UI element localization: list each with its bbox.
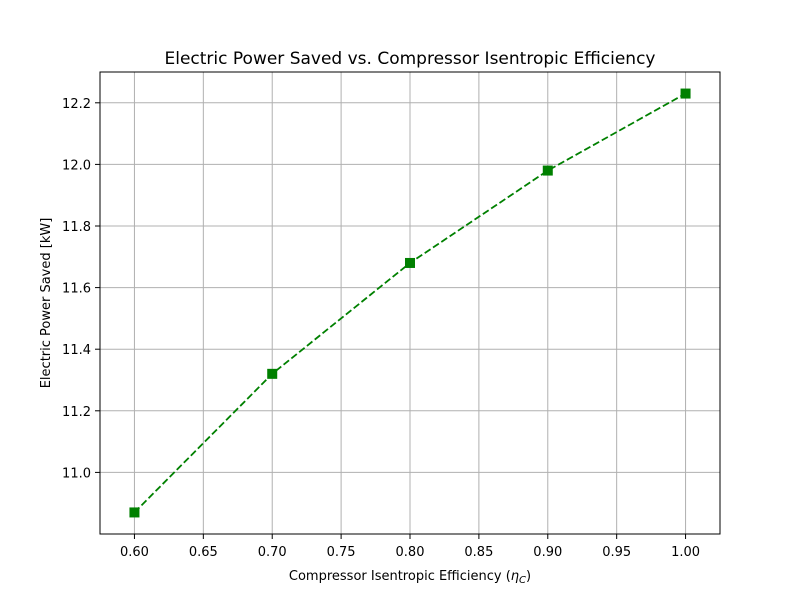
data-point-marker <box>129 507 140 518</box>
x-tick-label: 0.75 <box>327 545 356 560</box>
y-axis-label: Electric Power Saved [kW] <box>39 218 54 389</box>
y-tick-label: 12.0 <box>62 158 91 173</box>
data-point-marker <box>405 257 415 268</box>
y-tick-label: 11.0 <box>62 466 91 481</box>
data-point-marker <box>542 165 553 176</box>
x-tick-label: 0.60 <box>120 545 149 560</box>
x-axis-label: Compressor Isentropic Efficiency (ηC) <box>289 569 531 586</box>
x-tick-label: 0.95 <box>602 545 631 560</box>
y-tick-label: 11.4 <box>62 343 91 358</box>
x-tick-label: 0.70 <box>258 545 287 560</box>
x-axis-label-subscript: C <box>519 575 526 586</box>
y-tick-label: 11.8 <box>62 220 91 235</box>
x-tick-label: 1.00 <box>671 545 700 560</box>
x-axis-label-suffix: ) <box>526 569 531 584</box>
chart-title: Electric Power Saved vs. Compressor Isen… <box>165 49 656 69</box>
y-tick-label: 12.2 <box>62 97 91 112</box>
axis-layer: 0.60 0.65 0.70 0.75 0.80 0.85 0.90 0.95 1.00 11.0… <box>62 71 721 560</box>
x-tick-label: 0.80 <box>396 545 425 560</box>
x-axis-label-symbol: η <box>511 569 519 584</box>
y-tick-label: 11.6 <box>62 282 91 297</box>
plot-frame <box>99 71 721 535</box>
data-point-marker <box>680 88 691 99</box>
series-layer <box>129 88 691 518</box>
x-axis-label-prefix: Compressor Isentropic Efficiency ( <box>289 569 511 584</box>
data-point-marker <box>267 368 278 379</box>
x-tick-label: 0.65 <box>189 545 218 560</box>
y-tick-label: 11.2 <box>62 405 91 420</box>
x-tick-label: 0.90 <box>533 545 562 560</box>
grid-layer <box>100 72 720 534</box>
x-tick-label: 0.85 <box>464 545 493 560</box>
